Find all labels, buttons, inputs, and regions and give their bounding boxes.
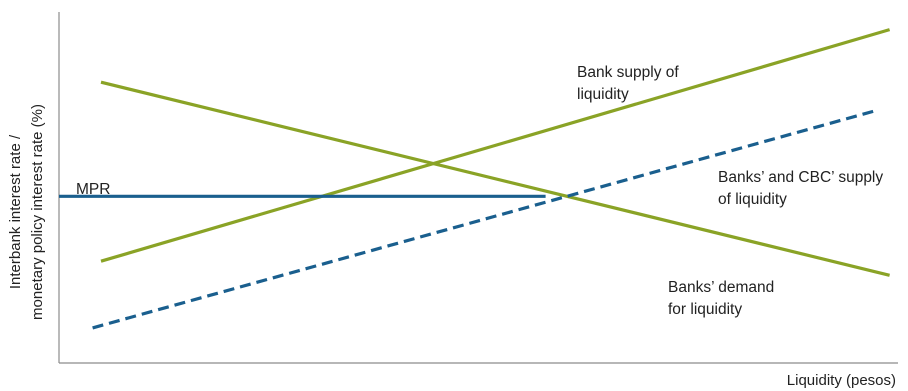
label-demand-line-2: for liquidity bbox=[668, 301, 742, 318]
label-cbc-supply-line-1: Banks’ and CBC’ supply bbox=[718, 169, 883, 186]
label-cbc-supply-line-2: of liquidity bbox=[718, 191, 787, 208]
label-demand-line-1: Banks’ demand bbox=[668, 279, 774, 296]
label-mpr: MPR bbox=[76, 181, 110, 198]
series-line-banks-demand bbox=[100, 80, 890, 277]
y-axis-label-line-1: Interbank interest rate / bbox=[7, 134, 24, 289]
series-line-bank-supply bbox=[100, 28, 891, 263]
label-bank-supply-line-1: Bank supply of bbox=[577, 64, 679, 81]
y-axis-label-line-2: monetary policy interest rate (%) bbox=[29, 104, 46, 320]
label-bank-supply-line-2: liquidity bbox=[577, 86, 629, 103]
x-axis-label: Liquidity (pesos) bbox=[787, 372, 896, 389]
